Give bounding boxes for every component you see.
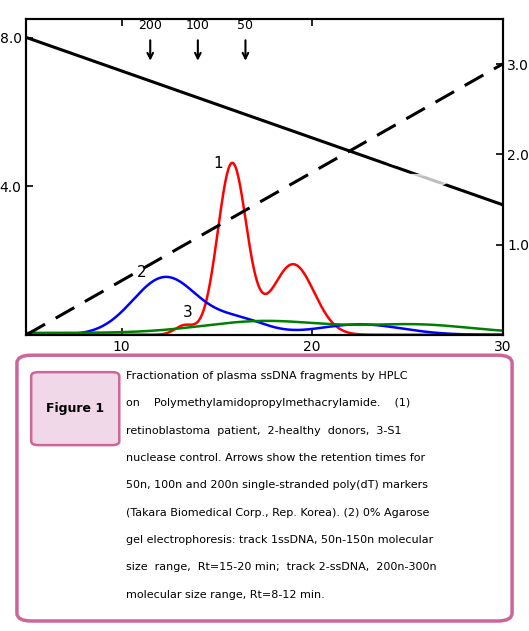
Text: 2: 2 (137, 265, 147, 280)
Text: on    Polymethylamidopropylmethacrylamide.    (1): on Polymethylamidopropylmethacrylamide. … (126, 398, 411, 408)
Text: 50n, 100n and 200n single-stranded poly(dT) markers: 50n, 100n and 200n single-stranded poly(… (126, 480, 428, 490)
Text: nuclease control. Arrows show the retention times for: nuclease control. Arrows show the retent… (126, 453, 425, 463)
Text: 200: 200 (138, 19, 162, 32)
Text: 100: 100 (186, 19, 210, 32)
Text: Figure 1: Figure 1 (47, 402, 105, 415)
Text: gel electrophoresis: track 1ssDNA, 50n-150n molecular: gel electrophoresis: track 1ssDNA, 50n-1… (126, 535, 434, 545)
Text: 3: 3 (183, 305, 193, 320)
Text: Fractionation of plasma ssDNA fragments by HPLC: Fractionation of plasma ssDNA fragments … (126, 371, 408, 381)
FancyBboxPatch shape (17, 355, 512, 621)
Text: 50: 50 (238, 19, 253, 32)
Text: (Takara Biomedical Corp., Rep. Korea). (2) 0% Agarose: (Takara Biomedical Corp., Rep. Korea). (… (126, 508, 430, 517)
Text: 1: 1 (213, 156, 223, 170)
Text: size  range,  Rt=15-20 min;  track 2-ssDNA,  200n-300n: size range, Rt=15-20 min; track 2-ssDNA,… (126, 562, 437, 572)
FancyBboxPatch shape (31, 372, 120, 445)
Text: molecular size range, Rt=8-12 min.: molecular size range, Rt=8-12 min. (126, 590, 325, 599)
Text: retinoblastoma  patient,  2-healthy  donors,  3-S1: retinoblastoma patient, 2-healthy donors… (126, 425, 402, 435)
X-axis label: Retention Time, min: Retention Time, min (187, 358, 342, 373)
